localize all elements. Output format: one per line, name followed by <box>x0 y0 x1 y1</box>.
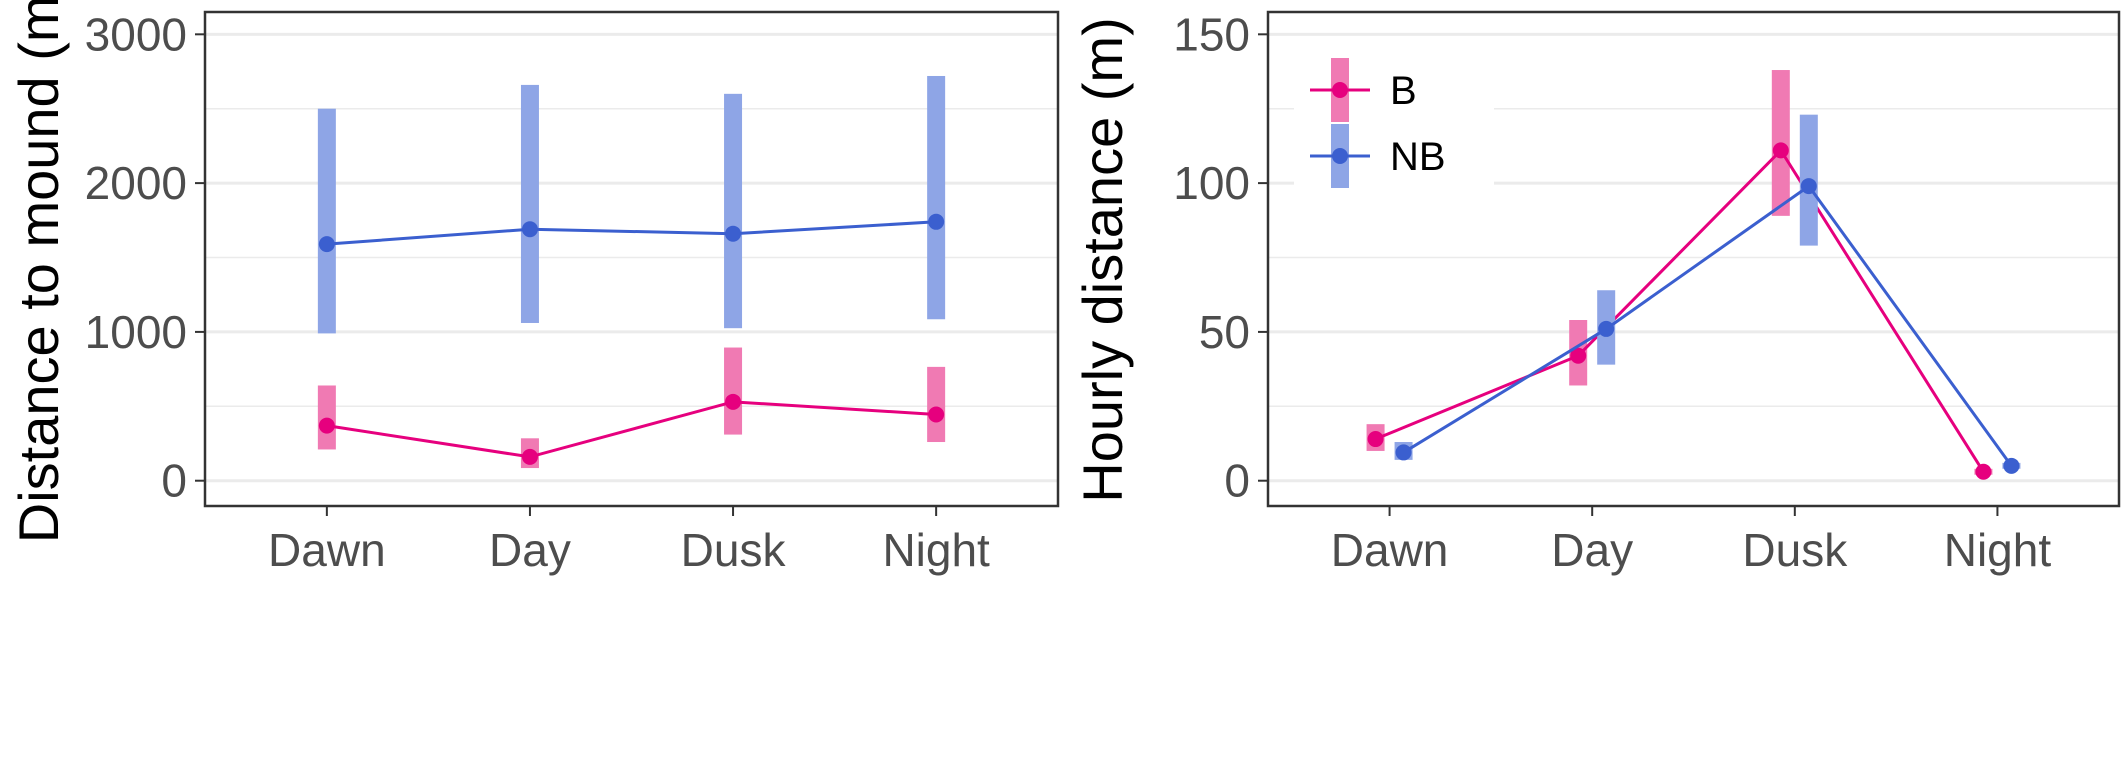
y-tick-label: 3000 <box>85 8 187 60</box>
error-bar-nb <box>724 93 743 329</box>
y-axis-title: Hourly distance (m) <box>1071 17 1134 502</box>
data-point-nb <box>521 221 538 238</box>
x-tick-label: Day <box>1551 524 1633 576</box>
y-tick-label: 100 <box>1173 157 1250 209</box>
x-tick-label: Dusk <box>1742 524 1848 576</box>
legend-key-point-nb <box>1332 148 1348 164</box>
data-point-nb <box>1800 178 1817 195</box>
data-point-nb <box>1598 320 1615 337</box>
y-tick-label: 1000 <box>85 306 187 358</box>
y-tick-label: 0 <box>161 455 187 507</box>
x-tick-label: Dusk <box>681 524 787 576</box>
data-point-b <box>318 417 335 434</box>
distance-to-mound-panel: 0 1000 2000 3000 Dawn Day Dusk Night Distance to… <box>7 0 1060 576</box>
y-tick-label: 0 <box>1224 455 1250 507</box>
error-bar-b <box>317 385 336 450</box>
series-line-b <box>326 400 937 459</box>
y-tick-label: 2000 <box>85 157 187 209</box>
data-point-nb <box>318 236 335 253</box>
y-axis-title: Distance to mound (m) <box>7 0 70 543</box>
error-bar-nb <box>520 84 539 323</box>
legend-label-nb: NB <box>1390 135 1446 179</box>
series-line-nb <box>326 220 937 246</box>
y-tick-label: 150 <box>1173 8 1250 60</box>
series-line-b <box>1375 147 1985 473</box>
data-point-b <box>1975 463 1992 480</box>
x-tick-label: Day <box>489 524 571 576</box>
data-point-b <box>1772 142 1789 159</box>
error-bar-nb <box>927 75 946 320</box>
series-line-nb <box>1402 184 2013 467</box>
error-bar-nb <box>317 108 336 334</box>
panel-border <box>1266 10 2121 508</box>
x-tick-label: Dawn <box>1331 524 1449 576</box>
hourly-distance-panel: 0 50 100 150 Dawn Day Dusk Night Hourly distance… <box>1071 8 2121 576</box>
x-tick-label: Night <box>882 524 990 576</box>
data-point-b <box>1570 347 1587 364</box>
y-tick-label: 50 <box>1199 306 1250 358</box>
data-point-nb <box>928 213 945 230</box>
legend: B NB <box>1294 40 1494 210</box>
error-bar-b <box>927 366 946 443</box>
data-point-nb <box>725 225 742 242</box>
x-tick-label: Dawn <box>268 524 386 576</box>
legend-label-b: B <box>1390 69 1417 113</box>
panel-border <box>203 10 1060 508</box>
data-point-b <box>521 448 538 465</box>
legend-background <box>1294 40 1494 210</box>
data-point-b <box>725 393 742 410</box>
error-bar-b <box>724 347 743 435</box>
x-tick-label: Night <box>1944 524 2052 576</box>
data-point-nb <box>2003 457 2020 474</box>
data-point-b <box>928 406 945 423</box>
data-point-nb <box>1395 444 1412 461</box>
data-point-b <box>1367 431 1384 448</box>
legend-key-point-b <box>1332 82 1348 98</box>
